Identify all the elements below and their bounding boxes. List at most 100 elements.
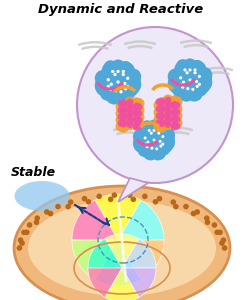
Circle shape (198, 75, 201, 78)
Circle shape (133, 105, 145, 116)
Circle shape (65, 204, 71, 209)
Circle shape (173, 204, 179, 209)
Circle shape (168, 68, 183, 84)
Circle shape (186, 84, 203, 102)
Circle shape (127, 115, 133, 122)
Circle shape (141, 120, 153, 133)
Circle shape (138, 143, 151, 157)
Wedge shape (88, 268, 122, 297)
Circle shape (153, 139, 156, 142)
Circle shape (183, 204, 189, 209)
Circle shape (122, 73, 125, 76)
Wedge shape (105, 268, 139, 300)
Circle shape (157, 142, 170, 156)
Circle shape (157, 132, 160, 135)
Circle shape (193, 71, 197, 74)
Circle shape (133, 104, 140, 111)
Circle shape (154, 107, 165, 118)
Wedge shape (122, 268, 156, 297)
Circle shape (158, 111, 165, 118)
Circle shape (124, 113, 136, 124)
Circle shape (205, 220, 210, 225)
Circle shape (124, 119, 136, 130)
Circle shape (191, 71, 212, 93)
Circle shape (212, 222, 217, 228)
Circle shape (111, 70, 114, 73)
Circle shape (136, 110, 142, 117)
Circle shape (158, 118, 165, 125)
Circle shape (17, 245, 22, 251)
Circle shape (131, 99, 142, 110)
Circle shape (155, 147, 158, 150)
Circle shape (188, 78, 191, 82)
Circle shape (163, 109, 174, 119)
Circle shape (127, 98, 133, 106)
Circle shape (116, 80, 120, 84)
Circle shape (118, 113, 124, 120)
Circle shape (95, 77, 107, 89)
Circle shape (191, 211, 196, 216)
Circle shape (131, 118, 142, 129)
Wedge shape (88, 238, 122, 268)
Circle shape (157, 129, 160, 132)
Circle shape (124, 106, 136, 117)
Circle shape (136, 116, 142, 123)
Circle shape (171, 122, 178, 129)
Circle shape (158, 99, 165, 106)
Circle shape (120, 106, 127, 113)
Wedge shape (95, 240, 141, 286)
Circle shape (124, 87, 127, 90)
Circle shape (133, 116, 140, 123)
Circle shape (110, 82, 113, 86)
Circle shape (160, 141, 172, 153)
Circle shape (118, 122, 129, 133)
Circle shape (183, 58, 197, 73)
Circle shape (119, 73, 141, 95)
Circle shape (163, 116, 174, 127)
Wedge shape (95, 194, 141, 240)
Circle shape (68, 199, 73, 205)
Circle shape (118, 114, 129, 124)
Circle shape (118, 106, 124, 114)
Circle shape (186, 87, 190, 90)
Circle shape (165, 107, 172, 114)
Circle shape (118, 120, 129, 131)
Polygon shape (118, 178, 148, 202)
Circle shape (171, 117, 178, 124)
Circle shape (156, 112, 163, 119)
Circle shape (108, 196, 113, 202)
Circle shape (156, 98, 163, 105)
Circle shape (95, 70, 111, 86)
Circle shape (124, 110, 136, 121)
Circle shape (120, 101, 127, 108)
Circle shape (174, 116, 181, 123)
Circle shape (44, 209, 50, 215)
Circle shape (195, 80, 198, 83)
Circle shape (133, 124, 140, 131)
Circle shape (152, 122, 170, 139)
Circle shape (55, 204, 61, 209)
Circle shape (116, 70, 120, 73)
Ellipse shape (15, 181, 69, 211)
Circle shape (171, 103, 178, 110)
Circle shape (120, 120, 127, 128)
Circle shape (182, 81, 185, 84)
Ellipse shape (28, 200, 216, 296)
Ellipse shape (14, 186, 230, 300)
Circle shape (178, 84, 195, 102)
Circle shape (154, 100, 165, 111)
Circle shape (156, 115, 167, 126)
Circle shape (118, 109, 129, 120)
Circle shape (159, 145, 162, 148)
Circle shape (24, 230, 30, 235)
Circle shape (113, 86, 131, 104)
Circle shape (120, 99, 127, 106)
Circle shape (169, 104, 180, 115)
Circle shape (144, 136, 147, 140)
Circle shape (120, 119, 127, 126)
Circle shape (156, 108, 167, 118)
Circle shape (169, 111, 180, 122)
Circle shape (158, 120, 165, 127)
Circle shape (158, 113, 165, 120)
Circle shape (193, 68, 197, 71)
